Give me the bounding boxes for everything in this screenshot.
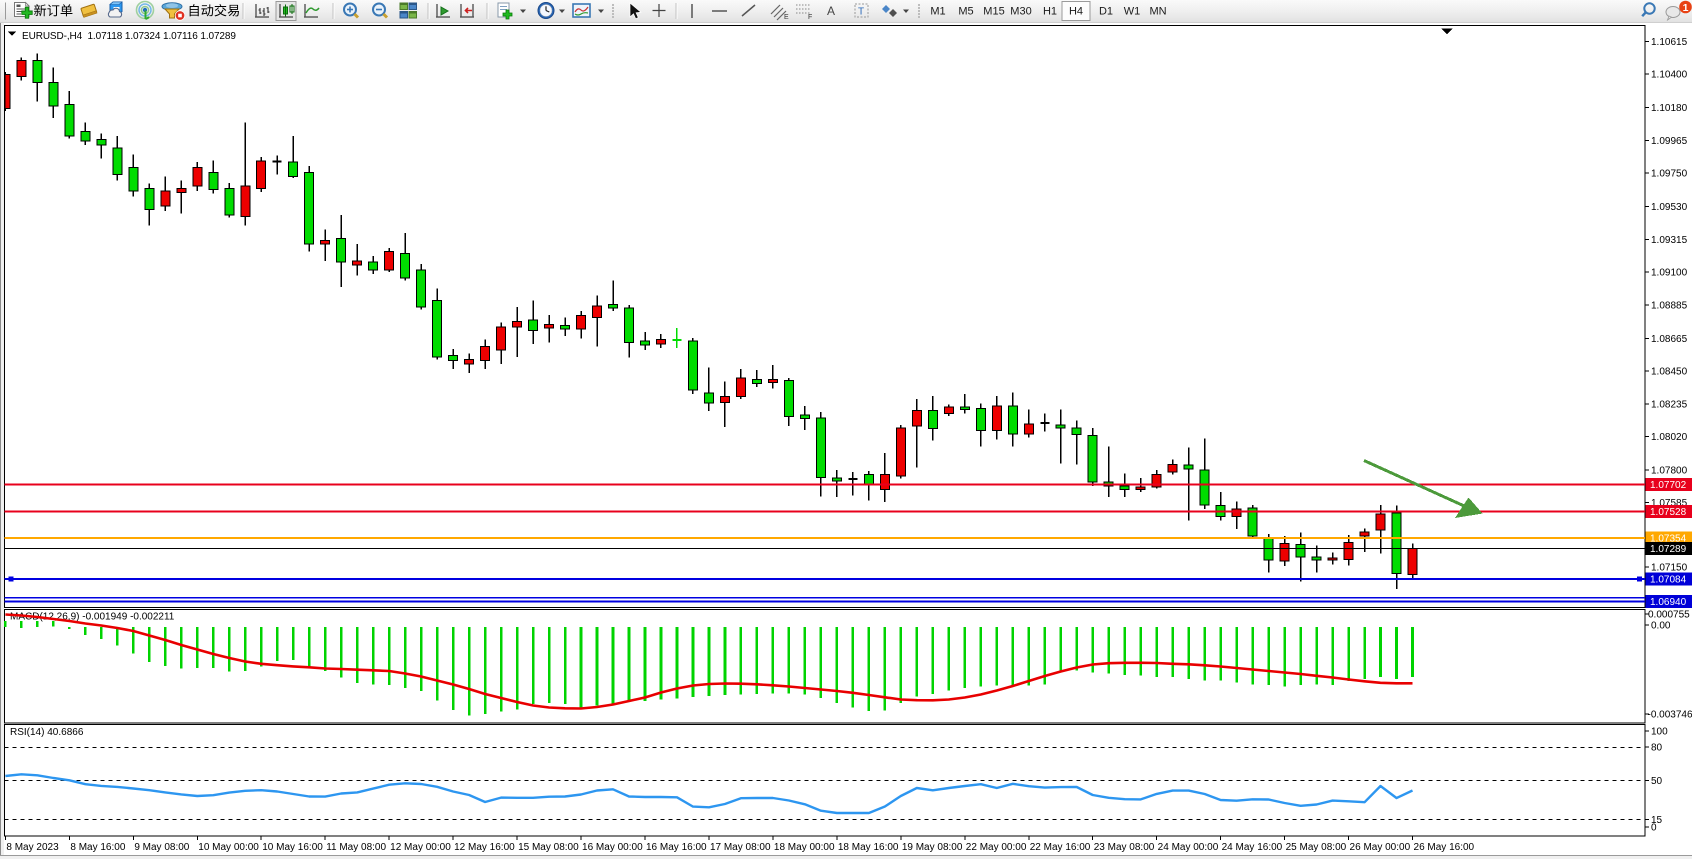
svg-text:1.10180: 1.10180 — [1651, 103, 1688, 114]
svg-text:50: 50 — [1651, 776, 1663, 787]
svg-text:EURUSD-,H4 1.07118 1.07324 1.: EURUSD-,H4 1.07118 1.07324 1.07116 1.072… — [22, 31, 236, 42]
svg-text:11 May 08:00: 11 May 08:00 — [326, 842, 386, 853]
svg-text:1.08450: 1.08450 — [1651, 367, 1688, 378]
svg-text:8 May 16:00: 8 May 16:00 — [70, 842, 125, 853]
svg-text:1.09315: 1.09315 — [1651, 235, 1688, 246]
svg-text:1.07585: 1.07585 — [1651, 498, 1688, 509]
svg-text:1.10615: 1.10615 — [1651, 37, 1688, 48]
svg-text:1.10400: 1.10400 — [1651, 70, 1688, 81]
svg-text:1.07150: 1.07150 — [1651, 563, 1688, 574]
svg-text:10 May 16:00: 10 May 16:00 — [262, 842, 323, 853]
svg-text:18 May 00:00: 18 May 00:00 — [774, 842, 835, 853]
svg-text:17 May 08:00: 17 May 08:00 — [710, 842, 771, 853]
svg-text:0: 0 — [1651, 823, 1657, 834]
svg-text:1.07528: 1.07528 — [1650, 507, 1687, 518]
svg-text:MACD(12,26,9) -0.001949 -0.002: MACD(12,26,9) -0.001949 -0.002211 — [10, 612, 175, 623]
svg-text:-0.003746: -0.003746 — [1648, 710, 1692, 721]
svg-text:12 May 00:00: 12 May 00:00 — [390, 842, 451, 853]
svg-text:25 May 08:00: 25 May 08:00 — [1286, 842, 1347, 853]
svg-text:23 May 08:00: 23 May 08:00 — [1094, 842, 1155, 853]
svg-text:22 May 16:00: 22 May 16:00 — [1030, 842, 1091, 853]
svg-text:M30: M30 — [1010, 6, 1031, 18]
svg-text:1: 1 — [1683, 2, 1689, 14]
svg-text:1.09100: 1.09100 — [1651, 268, 1688, 279]
svg-text:E: E — [784, 14, 789, 21]
svg-text:1.07702: 1.07702 — [1650, 480, 1687, 491]
svg-text:A: A — [827, 4, 835, 18]
svg-text:F: F — [808, 14, 812, 21]
svg-text:19 May 08:00: 19 May 08:00 — [902, 842, 963, 853]
svg-text:10 May 00:00: 10 May 00:00 — [198, 842, 259, 853]
svg-text:1.07354: 1.07354 — [1650, 534, 1687, 545]
svg-text:12 May 16:00: 12 May 16:00 — [454, 842, 515, 853]
svg-text:100: 100 — [1651, 727, 1668, 738]
svg-text:H4: H4 — [1069, 6, 1083, 18]
svg-text:D1: D1 — [1099, 6, 1113, 18]
svg-text:1.08020: 1.08020 — [1651, 432, 1688, 443]
svg-text:22 May 00:00: 22 May 00:00 — [966, 842, 1027, 853]
svg-text:1.06940: 1.06940 — [1650, 597, 1687, 608]
svg-text:M1: M1 — [930, 6, 945, 18]
svg-text:1.07084: 1.07084 — [1650, 575, 1687, 586]
svg-text:M5: M5 — [958, 6, 973, 18]
svg-text:16 May 00:00: 16 May 00:00 — [582, 842, 643, 853]
svg-text:1.08885: 1.08885 — [1651, 300, 1688, 311]
svg-text:1.08665: 1.08665 — [1651, 334, 1688, 345]
svg-text:RSI(14) 40.6866: RSI(14) 40.6866 — [10, 727, 84, 738]
svg-text:1.08235: 1.08235 — [1651, 399, 1688, 410]
svg-text:26 May 16:00: 26 May 16:00 — [1414, 842, 1475, 853]
svg-text:1.09530: 1.09530 — [1651, 202, 1688, 213]
svg-text:1.07800: 1.07800 — [1651, 466, 1688, 477]
svg-text:MN: MN — [1149, 6, 1166, 18]
svg-text:0.000755: 0.000755 — [1648, 609, 1690, 620]
svg-text:18 May 16:00: 18 May 16:00 — [838, 842, 899, 853]
svg-text:24 May 00:00: 24 May 00:00 — [1158, 842, 1219, 853]
svg-text:T: T — [858, 7, 864, 18]
svg-text:W1: W1 — [1124, 6, 1141, 18]
svg-text:15: 15 — [1651, 815, 1663, 826]
svg-text:24 May 16:00: 24 May 16:00 — [1222, 842, 1283, 853]
svg-text:H1: H1 — [1043, 6, 1057, 18]
svg-text:80: 80 — [1651, 743, 1663, 754]
svg-text:9 May 08:00: 9 May 08:00 — [134, 842, 189, 853]
svg-text:1.09750: 1.09750 — [1651, 169, 1688, 180]
svg-text:0.00: 0.00 — [1651, 621, 1671, 632]
svg-text:16 May 16:00: 16 May 16:00 — [646, 842, 707, 853]
svg-text:1.07289: 1.07289 — [1650, 544, 1687, 555]
svg-text:26 May 00:00: 26 May 00:00 — [1350, 842, 1411, 853]
svg-text:1.09965: 1.09965 — [1651, 136, 1688, 147]
svg-text:M15: M15 — [983, 6, 1004, 18]
svg-text:15 May 08:00: 15 May 08:00 — [518, 842, 579, 853]
svg-text:8 May 2023: 8 May 2023 — [6, 842, 59, 853]
